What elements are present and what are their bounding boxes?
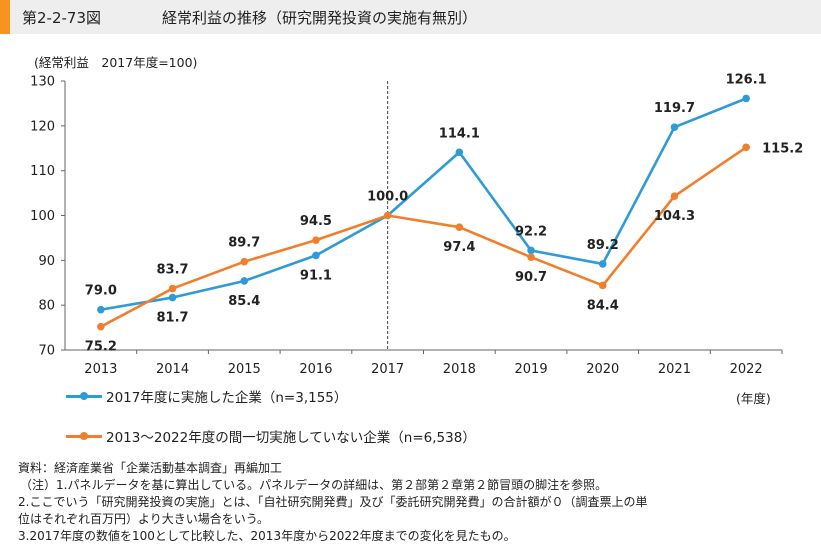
data-point-series-2 [670,192,679,201]
data-label-series-1: 81.7 [157,311,189,326]
data-label-series-2: 104.3 [654,209,695,224]
x-tick-label: 2013 [84,362,117,377]
figure-header: 第2-2-73図 経常利益の推移（研究開発投資の実施有無別） [0,0,821,34]
data-point-series-1 [455,148,464,157]
y-tick-label: 70 [38,344,55,359]
series-line-2 [100,146,747,328]
note-3: 3.2017年度の数値を100として比較した、2013年度から2022年度までの… [18,529,516,543]
data-point-series-2 [383,211,392,220]
data-point-series-2 [168,284,177,293]
data-label-series-1: 126.1 [726,72,767,87]
x-tick-label: 2022 [730,362,763,377]
x-axis-unit: (年度) [736,391,771,406]
x-tick-label: 2018 [443,362,476,377]
series-line-1 [100,97,747,311]
data-point-series-1 [670,123,679,131]
data-point-series-2 [240,257,249,266]
data-label-series-1: 89.2 [587,238,619,253]
legend-label-series-1: 2017年度に実施した企業（n=3,155） [106,390,348,406]
note-1: （注）1.パネルデータを基に算出している。パネルデータの詳細は、第２部第２章第２… [20,478,608,492]
x-tick-label: 2021 [658,362,691,377]
data-label-series-1: 100.0 [367,190,408,205]
data-point-series-1 [312,251,320,260]
data-label-series-1: 85.4 [228,294,260,309]
header-accent-bar [0,0,10,34]
y-tick-label: 110 [30,164,55,179]
y-tick-label: 100 [30,209,55,224]
data-label-series-1: 119.7 [654,101,695,116]
y-tick-label: 80 [38,299,55,314]
data-label-series-1: 92.2 [515,224,547,239]
note-2: 2.ここでいう「研究開発投資の実施」とは、「自社研究開発費」及び「委託研究開発費… [18,495,648,509]
data-label-series-2: 115.2 [762,141,803,156]
data-point-series-2 [598,281,607,290]
data-label-series-1: 79.0 [85,284,117,299]
legend-label-series-2: 2013～2022年度の間一切実施していない企業（n=6,538） [106,430,476,446]
legend-swatch-series-1 [66,390,102,402]
data-label-series-2: 94.5 [300,214,332,229]
data-point-series-1 [742,94,750,103]
y-tick-label: 90 [38,254,55,269]
x-tick-label: 2017 [371,362,404,377]
data-label-series-2: 97.4 [443,240,475,255]
data-label-series-2: 90.7 [515,270,547,285]
data-label-series-2: 89.7 [228,236,260,251]
data-point-series-2 [742,143,750,152]
legend-swatch-series-2 [66,430,102,442]
notes-block: 資料：経済産業省「企業活動基本調査」再編加工 （注）1.パネルデータを基に算出し… [18,460,818,545]
data-point-series-2 [527,253,535,261]
y-tick-label: 130 [30,75,55,90]
data-point-series-1 [527,246,535,255]
data-point-series-2 [97,322,105,331]
data-label-series-1: 114.1 [439,126,480,141]
x-tick-label: 2020 [586,362,619,377]
data-point-series-1 [97,305,105,314]
line-chart: 70 80 90 100 110 120 130 2013 2014 2015 2016 2017 20… [30,72,803,377]
y-tick-label: 120 [30,119,55,134]
data-point-series-1 [168,293,177,302]
figure-number: 第2-2-73図 [22,9,101,27]
data-label-series-1: 91.1 [300,268,332,283]
note-2-cont: 位はそれぞれ百万円）より大きい場合をいう。 [18,512,270,526]
data-point-series-2 [312,236,320,244]
legend-item-series-1: 2017年度に実施した企業（n=3,155） [66,386,347,406]
figure-title: 経常利益の推移（研究開発投資の実施有無別） [162,9,478,27]
data-label-series-2: 75.2 [85,340,117,355]
y-axis-label: (経常利益 2017年度=100) [34,55,198,70]
data-point-series-1 [598,260,607,268]
x-tick-label: 2016 [299,362,332,377]
data-label-series-2: 84.4 [587,298,619,313]
x-tick-label: 2015 [228,362,261,377]
note-source: 資料：経済産業省「企業活動基本調査」再編加工 [18,461,283,475]
data-point-series-1 [240,277,249,285]
x-tick-label: 2019 [515,362,548,377]
data-label-series-2: 83.7 [157,263,189,278]
x-tick-label: 2014 [156,362,189,377]
legend-item-series-2: 2013～2022年度の間一切実施していない企業（n=6,538） [66,426,476,446]
data-point-series-2 [455,223,464,231]
